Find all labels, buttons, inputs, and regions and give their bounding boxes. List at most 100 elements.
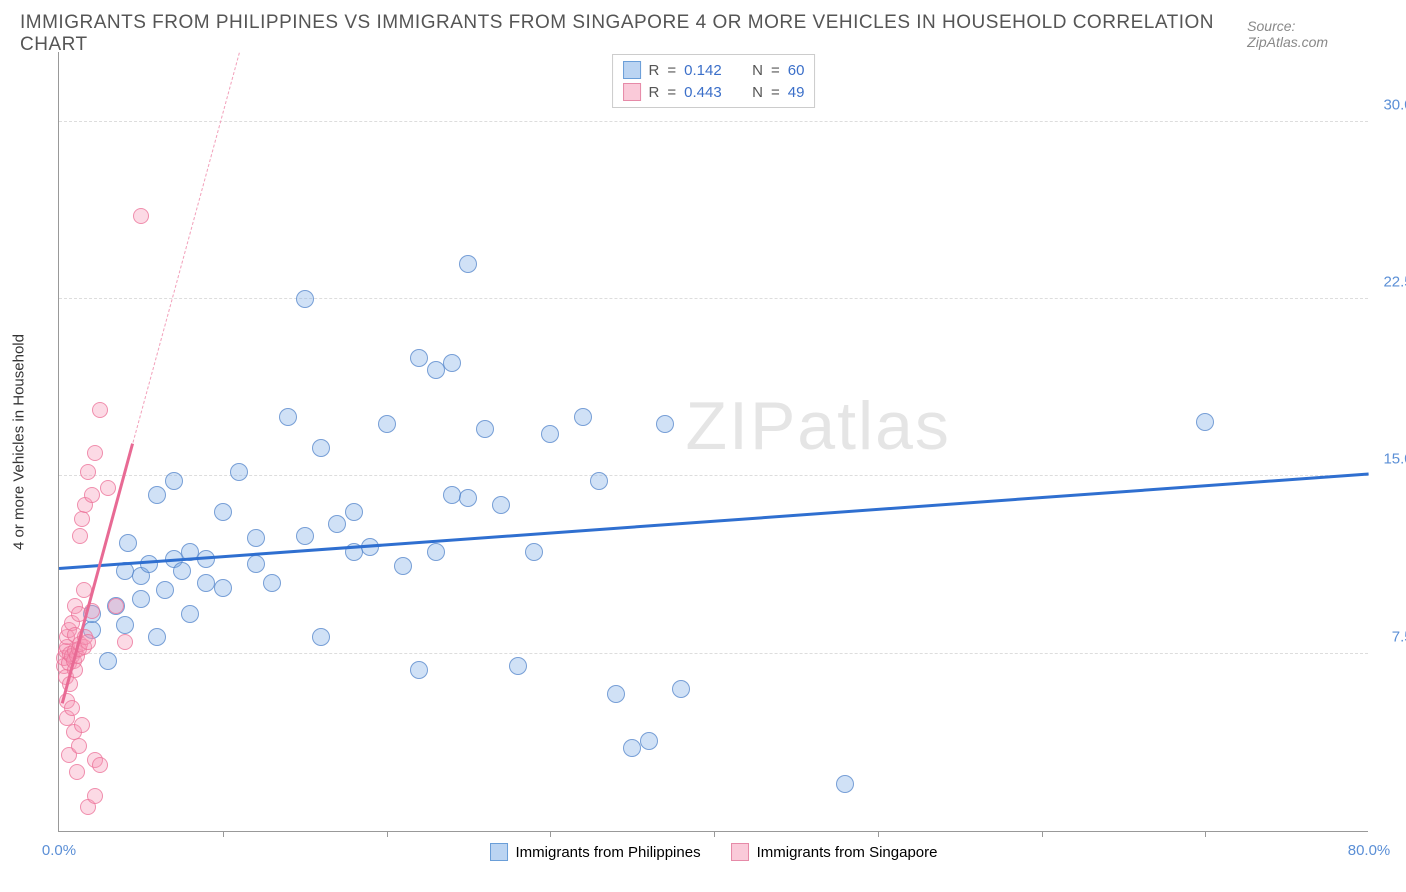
trendline <box>132 52 239 442</box>
data-point <box>541 425 559 443</box>
y-tick-label: 22.5% <box>1376 274 1406 291</box>
data-point <box>148 486 166 504</box>
data-point <box>836 775 854 793</box>
data-point <box>181 605 199 623</box>
x-tick-mark <box>550 831 551 837</box>
legend-swatch <box>623 61 641 79</box>
data-point <box>640 732 658 750</box>
data-point <box>214 503 232 521</box>
data-point <box>328 515 346 533</box>
data-point <box>263 574 281 592</box>
data-point <box>92 757 108 773</box>
chart-plot-area: 4 or more Vehicles in Household ZIPatlas… <box>58 52 1368 832</box>
data-point <box>443 354 461 372</box>
data-point <box>394 557 412 575</box>
data-point <box>247 555 265 573</box>
y-tick-label: 30.0% <box>1376 96 1406 113</box>
data-point <box>427 543 445 561</box>
data-point <box>165 472 183 490</box>
x-tick-mark <box>878 831 879 837</box>
data-point <box>492 496 510 514</box>
data-point <box>459 255 477 273</box>
chart-source: Source: ZipAtlas.com <box>1247 18 1376 50</box>
stat-eq: = <box>667 62 676 79</box>
data-point <box>173 562 191 580</box>
legend-swatch <box>731 843 749 861</box>
data-point <box>84 487 100 503</box>
data-point <box>296 527 314 545</box>
data-point <box>656 415 674 433</box>
x-tick-label: 0.0% <box>42 842 76 859</box>
legend-series-item: Immigrants from Philippines <box>490 843 701 861</box>
data-point <box>345 503 363 521</box>
legend-stats: R = 0.142 N = 60 R = 0.443 N = 49 <box>612 54 816 108</box>
data-point <box>116 616 134 634</box>
data-point <box>607 685 625 703</box>
data-point <box>156 581 174 599</box>
data-point <box>312 628 330 646</box>
stat-eq: = <box>771 62 780 79</box>
stat-n-label: N <box>752 62 763 79</box>
data-point <box>148 628 166 646</box>
legend-stat-row: R = 0.443 N = 49 <box>623 81 805 103</box>
x-tick-mark <box>1205 831 1206 837</box>
stat-r-label: R <box>649 84 660 101</box>
data-point <box>119 534 137 552</box>
data-point <box>574 408 592 426</box>
x-tick-label: 80.0% <box>1348 842 1391 859</box>
data-point <box>74 717 90 733</box>
data-point <box>590 472 608 490</box>
data-point <box>108 598 124 614</box>
stat-n-value: 49 <box>788 84 805 101</box>
data-point <box>80 634 96 650</box>
stat-n-label: N <box>752 84 763 101</box>
watermark: ZIPatlas <box>686 387 951 465</box>
data-point <box>80 464 96 480</box>
gridline <box>59 653 1368 654</box>
data-point <box>476 420 494 438</box>
data-point <box>623 739 641 757</box>
data-point <box>197 574 215 592</box>
stat-n-value: 60 <box>788 62 805 79</box>
data-point <box>296 290 314 308</box>
data-point <box>509 657 527 675</box>
stat-r-label: R <box>649 62 660 79</box>
chart-title: IMMIGRANTS FROM PHILIPPINES VS IMMIGRANT… <box>20 12 1247 56</box>
data-point <box>87 788 103 804</box>
data-point <box>87 445 103 461</box>
data-point <box>312 439 330 457</box>
data-point <box>99 652 117 670</box>
data-point <box>410 661 428 679</box>
data-point <box>1196 413 1214 431</box>
legend-series-item: Immigrants from Singapore <box>731 843 938 861</box>
stat-eq: = <box>771 84 780 101</box>
data-point <box>443 486 461 504</box>
data-point <box>69 764 85 780</box>
data-point <box>100 480 116 496</box>
data-point <box>132 590 150 608</box>
data-point <box>230 463 248 481</box>
data-point <box>133 208 149 224</box>
data-point <box>71 738 87 754</box>
legend-swatch <box>623 83 641 101</box>
stat-eq: = <box>667 84 676 101</box>
gridline <box>59 298 1368 299</box>
data-point <box>279 408 297 426</box>
data-point <box>140 555 158 573</box>
x-tick-mark <box>1042 831 1043 837</box>
data-point <box>214 579 232 597</box>
data-point <box>525 543 543 561</box>
data-point <box>74 511 90 527</box>
data-point <box>117 634 133 650</box>
y-tick-label: 15.0% <box>1376 451 1406 468</box>
data-point <box>378 415 396 433</box>
data-point <box>427 361 445 379</box>
legend-series-label: Immigrants from Singapore <box>757 844 938 861</box>
stat-r-value: 0.142 <box>684 62 734 79</box>
data-point <box>247 529 265 547</box>
trendline <box>59 473 1369 570</box>
y-axis-label: 4 or more Vehicles in Household <box>11 334 28 550</box>
data-point <box>459 489 477 507</box>
stat-r-value: 0.443 <box>684 84 734 101</box>
gridline <box>59 475 1368 476</box>
